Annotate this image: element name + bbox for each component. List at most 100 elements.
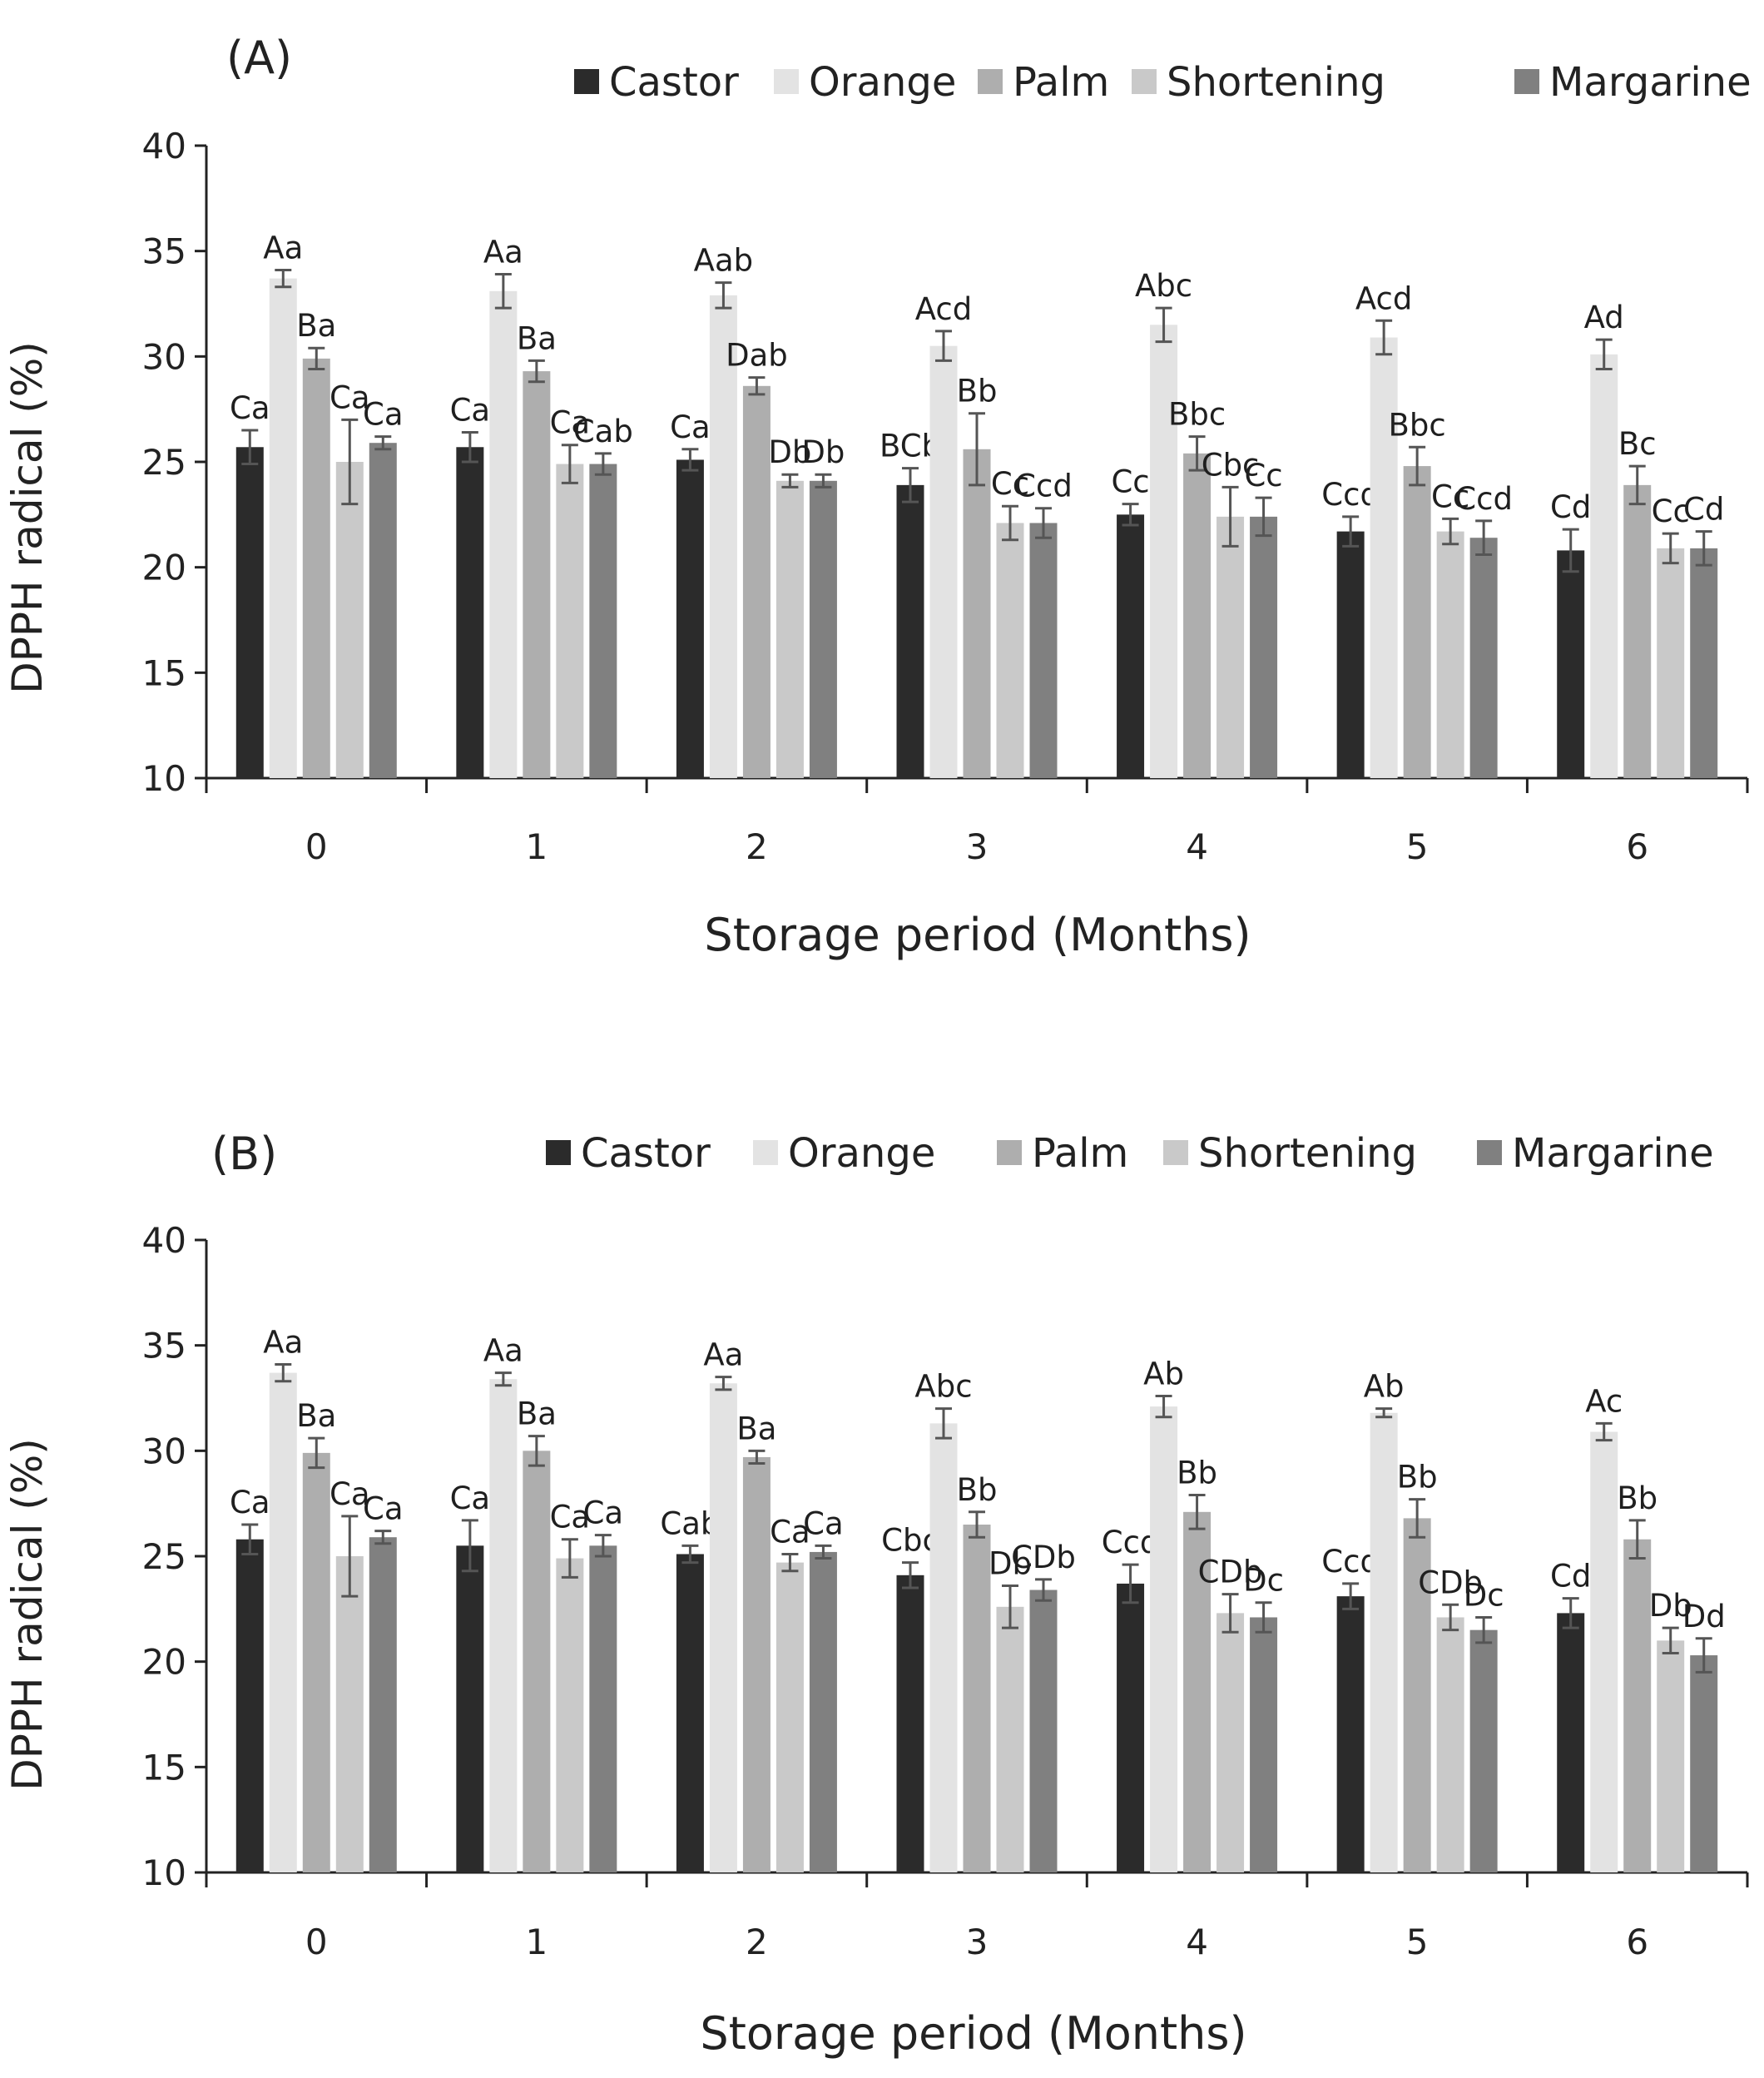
y-tick-label: 30: [142, 336, 186, 377]
significance-label: Ab: [1364, 1369, 1405, 1405]
bar-castor: [676, 459, 704, 778]
legend-label-palm: Palm: [1032, 1130, 1128, 1177]
bar-castor: [235, 1539, 264, 1872]
significance-label: Aa: [263, 1324, 303, 1360]
bar-orange: [709, 295, 737, 778]
bar-shortening: [775, 1562, 804, 1872]
significance-label: Cc: [1431, 479, 1469, 514]
significance-label: Aa: [483, 235, 523, 270]
bar-margarine: [1250, 516, 1278, 778]
significance-label: Db: [1649, 1588, 1692, 1624]
y-tick-label: 35: [142, 231, 186, 272]
x-axis-title: Storage period (Months): [704, 909, 1251, 961]
significance-label: Ccd: [1321, 477, 1380, 513]
legend-swatch-margarine: [1514, 69, 1539, 94]
bar-shortening: [1657, 1640, 1685, 1872]
bar-orange: [1590, 1431, 1618, 1872]
significance-label: Ca: [803, 1505, 844, 1541]
legend-label-orange: Orange: [788, 1130, 935, 1177]
bar-palm: [1623, 1539, 1652, 1872]
legend-swatch-margarine: [1477, 1140, 1502, 1165]
bar-shortening: [1436, 1617, 1464, 1872]
significance-label: Db: [989, 1545, 1032, 1581]
significance-label: Cbc: [1202, 447, 1260, 483]
bar-palm: [1183, 453, 1212, 778]
significance-label: Bb: [1397, 1460, 1438, 1495]
panel-label: (B): [211, 1128, 277, 1180]
x-axis-title: Storage period (Months): [700, 2007, 1246, 2060]
significance-label: Ca: [450, 393, 491, 429]
bar-shortening: [556, 464, 584, 778]
y-axis-title: DPPH radical (%): [3, 341, 52, 694]
significance-label: Ca: [230, 1485, 270, 1520]
y-tick-label: 10: [142, 1852, 186, 1893]
significance-label: Dab: [726, 338, 788, 374]
significance-label: Abc: [1135, 268, 1192, 304]
bar-orange: [1590, 354, 1618, 778]
chart-panel-a: (A) Castor Orange Palm Shortening Margarine …: [3, 32, 1752, 961]
legend-swatch-castor: [546, 1140, 571, 1165]
bar-shortening: [1436, 531, 1464, 778]
significance-label: Ca: [363, 397, 404, 433]
x-tick-label: 1: [525, 1922, 548, 1962]
bar-margarine: [589, 464, 617, 778]
significance-label: Cc: [1244, 458, 1282, 493]
x-tick-label: 3: [966, 1922, 989, 1962]
bar-shortening: [335, 1556, 364, 1872]
legend-label-palm: Palm: [1013, 59, 1109, 106]
bar-castor: [1117, 1583, 1145, 1872]
y-tick-label: 40: [142, 126, 186, 166]
significance-label: Ca: [450, 1480, 491, 1516]
legend-swatch-shortening: [1163, 1140, 1188, 1165]
significance-label: Cab: [573, 414, 633, 449]
bar-shortening: [1216, 516, 1245, 778]
significance-label: Ba: [517, 1396, 557, 1432]
legend-swatch-palm: [978, 69, 1003, 94]
bar-shortening: [335, 462, 364, 778]
y-tick-label: 20: [142, 1642, 186, 1683]
significance-label: Dc: [1243, 1563, 1284, 1599]
legend-label-margarine: Margarine: [1512, 1130, 1714, 1177]
bar-margarine: [1250, 1617, 1278, 1872]
significance-label: Ccd: [1102, 1525, 1160, 1560]
significance-label: Bb: [1177, 1456, 1217, 1491]
bar-palm: [742, 1456, 771, 1872]
bar-castor: [1336, 531, 1365, 778]
bar-margarine: [1690, 548, 1718, 778]
bar-palm: [302, 1452, 330, 1872]
legend-label-castor: Castor: [581, 1130, 711, 1177]
bar-shortening: [556, 1558, 584, 1872]
bar-orange: [1370, 1412, 1398, 1872]
legend-label-castor: Castor: [609, 59, 739, 106]
x-tick-label: 5: [1406, 826, 1429, 867]
bar-orange: [269, 1372, 297, 1872]
bar-orange: [929, 345, 958, 779]
significance-label: Cbc: [881, 1523, 939, 1559]
bar-margarine: [1029, 523, 1058, 778]
legend: Castor Orange Palm Shortening Margarine: [546, 1130, 1714, 1177]
x-tick-label: 5: [1406, 1922, 1429, 1962]
legend-label-orange: Orange: [809, 59, 956, 106]
significance-label: Bb: [957, 1472, 998, 1508]
plot-area: 101520253035400CaAaBaCaCa1CaAaBaCaCab2Ca…: [142, 126, 1749, 867]
bar-castor: [235, 447, 264, 778]
bar-palm: [963, 449, 991, 778]
legend-swatch-shortening: [1132, 69, 1157, 94]
bar-shortening: [996, 1606, 1024, 1872]
significance-label: Bb: [957, 374, 998, 409]
significance-label: Aa: [483, 1333, 523, 1369]
significance-label: Ca: [550, 1500, 591, 1535]
legend: Castor Orange Palm Shortening Margarine: [574, 59, 1752, 106]
bar-margarine: [809, 1551, 837, 1872]
x-tick-label: 6: [1626, 826, 1648, 867]
y-tick-label: 30: [142, 1431, 186, 1471]
bar-orange: [1150, 325, 1178, 778]
bar-castor: [1336, 1596, 1365, 1872]
y-tick-label: 35: [142, 1326, 186, 1366]
x-tick-label: 2: [746, 1922, 768, 1962]
significance-label: Bc: [1618, 426, 1657, 462]
significance-label: Db: [801, 434, 845, 470]
significance-label: Ca: [583, 1495, 624, 1531]
significance-label: Ac: [1585, 1383, 1623, 1419]
